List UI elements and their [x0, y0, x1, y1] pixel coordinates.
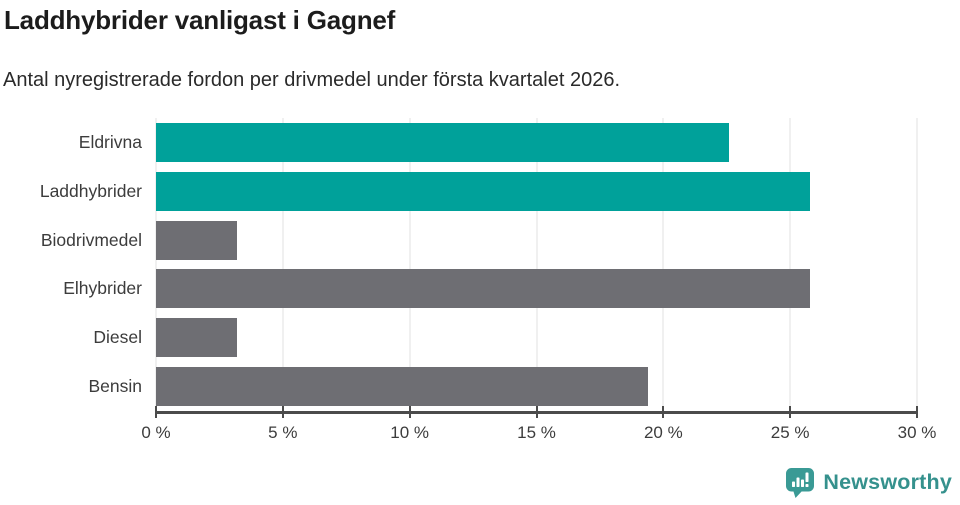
chart-subtitle: Antal nyregistrerade fordon per drivmede… [3, 69, 621, 91]
x-axis: 0 % 5 % 10 % 15 % 20 % 25 % 30 % [141, 406, 936, 451]
bar-elhybrider [156, 269, 811, 309]
bar-laddhybrider [156, 171, 811, 211]
bar-biodrivmedel [156, 220, 238, 260]
x-axis-tick [789, 406, 792, 418]
x-axis-tick [155, 406, 157, 418]
gridline [916, 118, 918, 411]
category-label: Diesel [93, 327, 142, 348]
x-axis-tick [662, 406, 665, 418]
gridline [155, 118, 157, 411]
y-axis-category-labels: Eldrivna Laddhybrider Biodrivmedel Elhybrid… [0, 118, 142, 411]
x-tick-label: 30 % [897, 423, 937, 442]
gridline [662, 118, 664, 411]
chart-title: Laddhybrider vanligast i Gagnef [4, 5, 396, 35]
category-label: Biodrivmedel [40, 229, 142, 250]
newsworthy-brand: Newsworthy [785, 467, 952, 498]
x-tick-label: 20 % [643, 423, 683, 442]
x-tick-label: 0 % [141, 423, 171, 442]
category-label: Laddhybrider [39, 180, 142, 201]
newsworthy-brand-text: Newsworthy [823, 470, 952, 494]
x-tick-label: 25 % [770, 423, 810, 442]
plot-area [155, 118, 918, 411]
bar-eldrivna [156, 122, 730, 162]
x-axis-tick [408, 406, 411, 418]
category-label: Elhybrider [63, 278, 142, 299]
category-label: Bensin [88, 376, 142, 397]
bar-diesel [156, 318, 238, 358]
x-tick-label: 10 % [390, 423, 430, 442]
category-label: Eldrivna [78, 131, 142, 152]
x-tick-label: 5 % [268, 423, 298, 442]
newsworthy-logo-icon [785, 467, 815, 498]
gridline [789, 118, 791, 411]
x-tick-label: 15 % [517, 423, 556, 442]
gridline [536, 118, 537, 411]
bar-bensin [156, 367, 649, 407]
x-axis-tick [916, 406, 918, 418]
gridline [282, 118, 284, 411]
x-axis-tick [281, 406, 284, 418]
gridline [409, 118, 411, 411]
x-axis-tick [535, 406, 538, 418]
